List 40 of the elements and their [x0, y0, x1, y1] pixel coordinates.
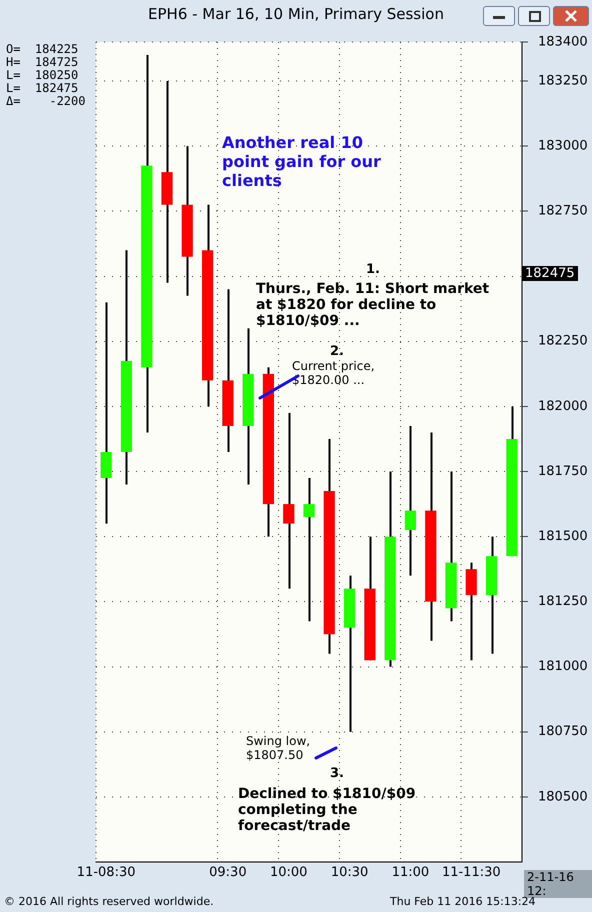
- y-tick-label: 181500: [538, 528, 588, 544]
- y-tick-label: 183250: [538, 73, 588, 88]
- annotation: Swing low, $1807.50: [246, 734, 312, 762]
- y-tick-label: 183400: [538, 34, 588, 50]
- y-tick-label: 181750: [538, 464, 588, 479]
- annotation: 3.: [330, 766, 344, 781]
- text: Thu Feb 11 2016 15:13:24: [390, 895, 536, 908]
- candlestick: [100, 301, 112, 525]
- candlestick: [283, 412, 294, 590]
- annotation: Declined to $1810/$09 completing the forecast/trade: [238, 786, 417, 834]
- text: Δ= -2200: [6, 94, 86, 108]
- text: 2-11-16 12:: [524, 870, 592, 898]
- text: L= 182475: [6, 81, 78, 95]
- annotation: Thurs., Feb. 11: Short market at $1820 for decline to $1810/$09 ...: [256, 281, 490, 329]
- annotation: 1.: [366, 262, 380, 277]
- x-tick-label: 10:30: [330, 865, 368, 880]
- y-tick-label: 182750: [538, 204, 588, 219]
- x-tick-label: 11:00: [392, 865, 430, 880]
- y-tick-label: 180750: [538, 724, 588, 740]
- x-tick-label: 10:00: [270, 865, 308, 880]
- candlestick: [404, 424, 416, 577]
- y-tick-label: 183000: [538, 138, 588, 154]
- annotation: Current price, $1820.00 ...: [292, 359, 376, 387]
- x-tick-label: 09:30: [209, 865, 247, 880]
- text: H= 184725: [6, 55, 78, 69]
- y-tick-label: 181250: [538, 594, 588, 610]
- text: 182475: [522, 266, 578, 281]
- y-tick-label: 182250: [538, 334, 588, 349]
- y-tick-label: 182000: [538, 398, 588, 414]
- text: L= 180250: [6, 68, 78, 82]
- annotation: Another real 10 point gain for our clients: [222, 133, 382, 190]
- candlestick: [303, 477, 315, 622]
- x-tick-label: 11-11:30: [442, 865, 501, 880]
- y-tick-label: 181000: [538, 659, 588, 674]
- annotation: 2.: [330, 344, 344, 359]
- y-tick-label: 180500: [538, 789, 588, 804]
- text: O= 184225: [6, 42, 78, 56]
- chart-title: EPH6 - Mar 16, 10 Min, Primary Session: [147, 5, 445, 23]
- x-tick-label: 11-08:30: [76, 865, 136, 880]
- text: © 2016 All rights reserved worldwide.: [4, 895, 214, 908]
